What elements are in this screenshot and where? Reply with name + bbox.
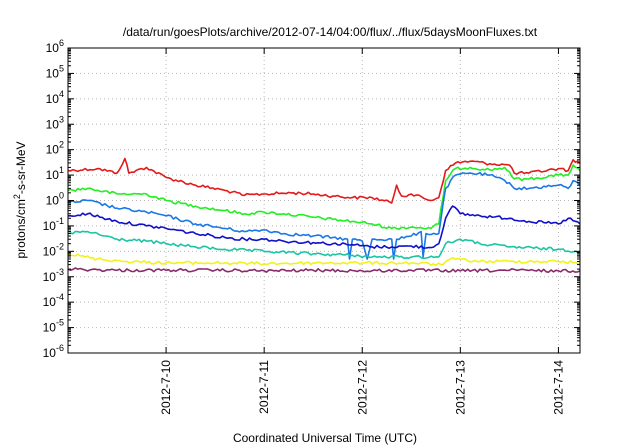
series-line — [67, 157, 581, 204]
series-line — [67, 230, 581, 260]
x-tick-label: 2012-7-13 — [453, 360, 467, 415]
series-line — [68, 205, 581, 249]
axis-ticks — [68, 47, 580, 354]
y-tick-label: 101 — [46, 165, 64, 182]
x-axis-label: Coordinated Universal Time (UTC) — [233, 431, 417, 445]
y-tick-label: 10-2 — [43, 241, 64, 258]
grid-lines — [68, 48, 580, 353]
y-tick-label: 10-1 — [43, 216, 64, 233]
y-axis-label: protons/cm2-s-sr-MeV — [12, 141, 28, 258]
y-tick-label: 103 — [46, 114, 64, 131]
y-tick-label: 10-4 — [43, 292, 64, 309]
y-tick-label: 10-6 — [43, 343, 64, 360]
series-line — [67, 171, 581, 260]
series-line — [67, 267, 581, 273]
y-tick-label: 10-5 — [43, 318, 64, 335]
y-tick-label: 104 — [46, 89, 64, 106]
y-tick-label: 106 — [46, 38, 64, 55]
x-tick-label: 2012-7-12 — [355, 360, 369, 415]
y-tick-label: 100 — [46, 191, 64, 208]
y-tick-label: 10-3 — [43, 267, 64, 284]
x-tick-label: 2012-7-10 — [159, 360, 173, 415]
series-line — [67, 253, 581, 267]
series-layer — [67, 157, 581, 273]
x-tick-labels: 2012-7-10 2012-7-11 2012-7-12 2012-7-13 2012… — [159, 360, 565, 415]
chart-title: /data/run/goesPlots/archive/2012-07-14/0… — [123, 25, 538, 39]
series-line — [67, 164, 581, 230]
y-tick-labels: 10-6 10-5 10-4 10-3 10-2 10-1 100 101 102 103 104 1… — [43, 38, 64, 360]
x-tick-label: 2012-7-11 — [257, 360, 271, 414]
x-tick-label: 2012-7-14 — [551, 360, 565, 415]
y-tick-label: 102 — [46, 140, 64, 157]
y-tick-label: 105 — [46, 63, 64, 80]
